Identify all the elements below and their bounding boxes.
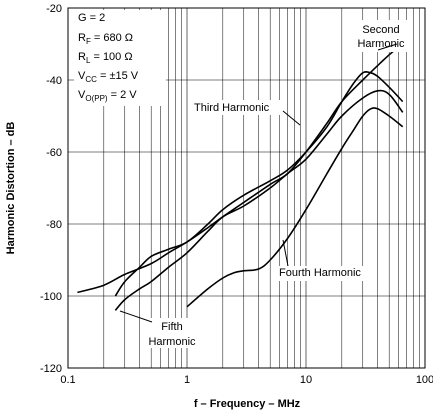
- third-harmonic-line: [114, 71, 404, 297]
- x-tick-label: 0.1: [60, 374, 75, 386]
- tick-labels: 0.1 1 10 100 -120 -100 -80 -60 -40 -20: [40, 3, 433, 386]
- second-harmonic-label-line2: Harmonic: [357, 38, 405, 50]
- y-tick-label: -100: [40, 291, 62, 303]
- x-axis-label: f – Frequency – MHz: [194, 398, 301, 410]
- condition-rf: RF = 680 Ω: [78, 32, 133, 46]
- condition-rl: RL = 100 Ω: [78, 51, 133, 65]
- second-harmonic-leader: [377, 43, 398, 51]
- series-group: [77, 43, 404, 311]
- y-tick-label: -20: [46, 3, 62, 15]
- fifth-harmonic-line: [114, 89, 404, 311]
- y-tick-label: -60: [46, 147, 62, 159]
- y-axis-label: Harmonic Distortion – dB: [5, 122, 17, 255]
- condition-vopp: VO(PP) = 2 V: [78, 89, 137, 103]
- fourth-harmonic-label-bg: [276, 266, 376, 281]
- third-harmonic-leader: [282, 110, 301, 126]
- plot-area-frame: [67, 7, 426, 369]
- condition-vcc: VCC = ±15 V: [78, 70, 139, 84]
- test-conditions-background: [74, 10, 166, 106]
- third-harmonic-label-bg: [191, 100, 284, 115]
- fifth-harmonic-leader: [119, 310, 153, 323]
- fifth-harmonic-label-line1: Fifth: [161, 321, 182, 333]
- x-tick-label: 100: [416, 374, 433, 386]
- condition-gain: G = 2: [78, 12, 105, 24]
- fourth-harmonic-leader: [282, 239, 289, 267]
- fifth-harmonic-label-bg: [140, 318, 204, 348]
- second-harmonic-line: [77, 43, 404, 294]
- fourth-harmonic-line: [186, 107, 404, 308]
- fifth-harmonic-label-line2: Harmonic: [148, 336, 196, 348]
- x-tick-label: 10: [300, 374, 312, 386]
- test-conditions: G = 2 RF = 680 Ω RL = 100 Ω VCC = ±15 V …: [74, 10, 166, 106]
- third-harmonic-label: Third Harmonic: [194, 102, 270, 114]
- series-annotations: Second Harmonic Third Harmonic Fourth Ha…: [119, 20, 409, 348]
- second-harmonic-label-line1: Second: [362, 24, 399, 36]
- fourth-harmonic-label: Fourth Harmonic: [279, 267, 361, 279]
- x-tick-label: 1: [184, 374, 190, 386]
- y-tick-label: -120: [40, 363, 62, 375]
- second-harmonic-label-bg: [353, 20, 409, 52]
- y-tick-label: -40: [46, 75, 62, 87]
- y-tick-label: -80: [46, 219, 62, 231]
